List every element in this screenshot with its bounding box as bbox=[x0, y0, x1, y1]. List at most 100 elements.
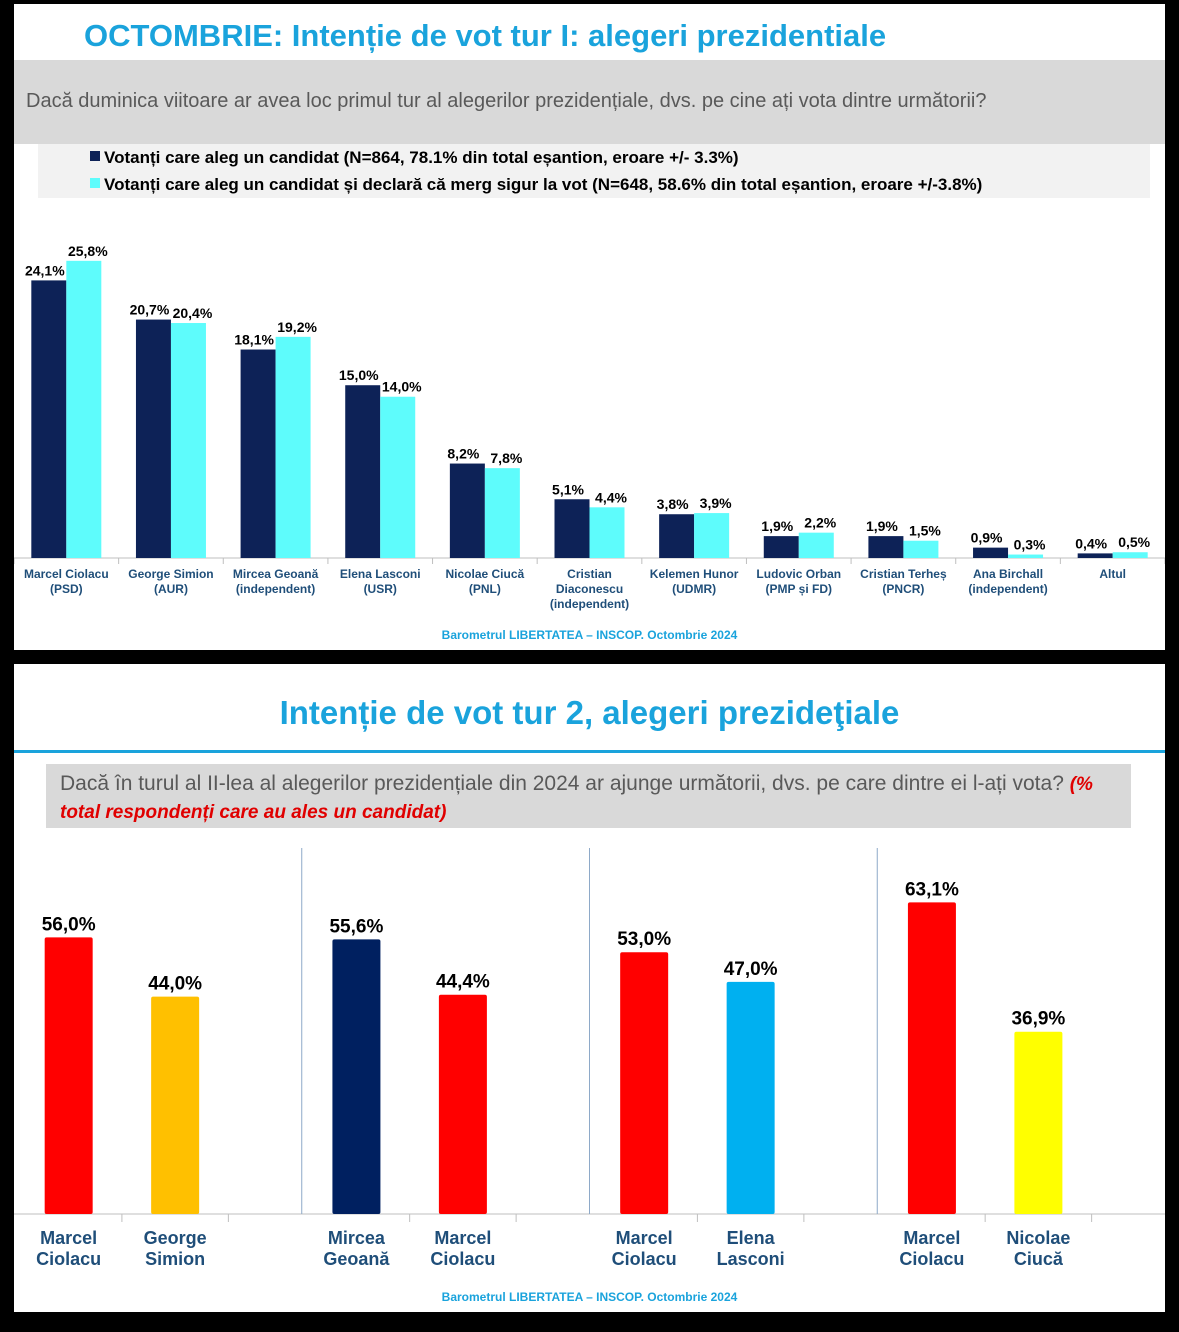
x-tick-label: Ciolacu bbox=[430, 1249, 495, 1269]
data-label: 8,2% bbox=[447, 446, 479, 462]
data-label: 36,9% bbox=[1011, 1009, 1065, 1030]
round1-panel: OCTOMBRIE: Intenție de vot tur I: aleger… bbox=[14, 4, 1165, 650]
data-label: 1,9% bbox=[866, 518, 898, 534]
bar bbox=[44, 937, 93, 1214]
data-label: 25,8% bbox=[68, 243, 108, 259]
legend-swatch-navy bbox=[90, 151, 100, 161]
bar bbox=[66, 260, 102, 558]
data-label: 3,8% bbox=[657, 496, 689, 512]
x-tick-label: Marcel bbox=[903, 1228, 960, 1248]
legend-swatch-cyan bbox=[90, 178, 100, 188]
data-label: 20,4% bbox=[173, 305, 213, 321]
data-label: 18,1% bbox=[234, 332, 274, 348]
round2-question-note: (% total respondenți care au ales un can… bbox=[60, 774, 1093, 823]
bar bbox=[240, 349, 276, 558]
title-divider bbox=[14, 750, 1165, 753]
bar bbox=[449, 463, 485, 558]
x-tick-label: (UDMR) bbox=[672, 582, 716, 596]
x-tick-label: Marcel Ciolacu bbox=[24, 567, 109, 581]
data-label: 44,0% bbox=[148, 974, 202, 995]
x-tick-label: (AUR) bbox=[154, 582, 188, 596]
bar bbox=[620, 952, 669, 1214]
data-label: 15,0% bbox=[339, 367, 379, 383]
bar bbox=[484, 468, 520, 558]
round2-title: Intenție de vot tur 2, alegeri prezideţi… bbox=[279, 694, 900, 731]
bar bbox=[135, 319, 171, 558]
x-tick-label: Elena bbox=[727, 1228, 776, 1248]
x-tick-label: Diaconescu bbox=[556, 582, 623, 596]
bar bbox=[868, 536, 904, 558]
x-tick-label: Ciolacu bbox=[899, 1249, 964, 1269]
data-label: 0,3% bbox=[1014, 537, 1046, 553]
bar bbox=[275, 336, 311, 558]
data-label: 0,9% bbox=[971, 530, 1003, 546]
bar bbox=[170, 323, 206, 558]
data-label: 14,0% bbox=[382, 379, 422, 395]
x-tick-label: (independent) bbox=[968, 582, 1047, 596]
bar bbox=[903, 540, 939, 558]
bar bbox=[659, 514, 695, 558]
round1-question: Dacă duminica viitoare ar avea loc primu… bbox=[14, 60, 1165, 144]
x-tick-label: (USR) bbox=[364, 582, 397, 596]
bar bbox=[589, 507, 625, 558]
x-tick-label: Simion bbox=[145, 1249, 205, 1269]
round2-source: Barometrul LIBERTATEA – INSCOP. Octombri… bbox=[441, 1290, 738, 1304]
bar bbox=[973, 547, 1009, 558]
x-tick-label: Ciolacu bbox=[36, 1249, 101, 1269]
x-tick-label: Ciucă bbox=[1014, 1249, 1064, 1269]
round2-panel: Intenție de vot tur 2, alegeri prezideţi… bbox=[14, 664, 1165, 1312]
bar bbox=[345, 385, 381, 558]
bar bbox=[31, 280, 67, 558]
x-tick-label: Mircea bbox=[328, 1228, 386, 1248]
data-label: 63,1% bbox=[905, 879, 959, 900]
x-tick-label: George Simion bbox=[128, 567, 213, 581]
bar bbox=[554, 499, 590, 558]
round2-question-text: Dacă în turul al II-lea al alegerilor pr… bbox=[60, 772, 1064, 795]
data-label: 1,5% bbox=[909, 523, 941, 539]
bar bbox=[438, 994, 487, 1214]
bar bbox=[694, 513, 730, 558]
x-tick-label: Ana Birchall bbox=[973, 567, 1043, 581]
bar bbox=[907, 902, 956, 1214]
x-tick-label: Marcel bbox=[434, 1228, 491, 1248]
data-label: 53,0% bbox=[617, 929, 671, 950]
legend-item-sure-voters: Votanți care aleg un candidat și declară… bbox=[90, 175, 982, 195]
data-label: 55,6% bbox=[329, 916, 383, 937]
x-tick-label: (independent) bbox=[550, 597, 629, 611]
data-label: 47,0% bbox=[724, 959, 778, 980]
x-tick-label: Ciolacu bbox=[612, 1249, 677, 1269]
bar bbox=[1077, 553, 1113, 558]
x-tick-label: Altul bbox=[1099, 567, 1126, 581]
round1-bar-chart: 24,1%25,8% Marcel Ciolacu(PSD) 20,7% 20,4% G… bbox=[14, 243, 1165, 611]
data-label: 7,8% bbox=[490, 450, 522, 466]
x-tick-label: Marcel bbox=[40, 1228, 97, 1248]
data-label: 0,5% bbox=[1118, 534, 1150, 550]
bar bbox=[1112, 552, 1148, 558]
x-tick-label: Nicolae bbox=[1006, 1228, 1070, 1248]
data-label: 4,4% bbox=[595, 489, 627, 505]
bar bbox=[380, 396, 416, 558]
data-label: 44,4% bbox=[436, 972, 490, 993]
data-label: 19,2% bbox=[277, 319, 317, 335]
bar bbox=[726, 981, 775, 1214]
round2-question: Dacă în turul al II-lea al alegerilor pr… bbox=[46, 764, 1131, 828]
bar bbox=[332, 939, 381, 1214]
x-tick-label: Cristian bbox=[567, 567, 612, 581]
data-label: 0,4% bbox=[1075, 535, 1107, 551]
round1-legend: Votanți care aleg un candidat (N=864, 78… bbox=[38, 144, 1150, 198]
legend-item-all-voters: Votanți care aleg un candidat (N=864, 78… bbox=[90, 148, 739, 168]
x-tick-label: Mircea Geoană bbox=[233, 567, 319, 581]
bar bbox=[798, 532, 834, 558]
round2-bar-chart: 56,0%MarcelCiolacu44,0%GeorgeSimion55,6%… bbox=[14, 848, 1165, 1269]
legend-label-sure-voters: Votanți care aleg un candidat și declară… bbox=[104, 175, 983, 194]
x-tick-label: Geoană bbox=[323, 1249, 390, 1269]
bar bbox=[763, 536, 799, 558]
data-label: 3,9% bbox=[700, 495, 732, 511]
bar bbox=[151, 996, 200, 1214]
x-tick-label: Cristian Terheș bbox=[860, 567, 947, 581]
data-label: 20,7% bbox=[130, 302, 170, 318]
bar bbox=[1008, 554, 1044, 558]
x-tick-label: (PMP și FD) bbox=[766, 582, 832, 596]
round1-source: Barometrul LIBERTATEA – INSCOP. Octombri… bbox=[441, 628, 738, 642]
x-tick-label: Kelemen Hunor bbox=[650, 567, 739, 581]
